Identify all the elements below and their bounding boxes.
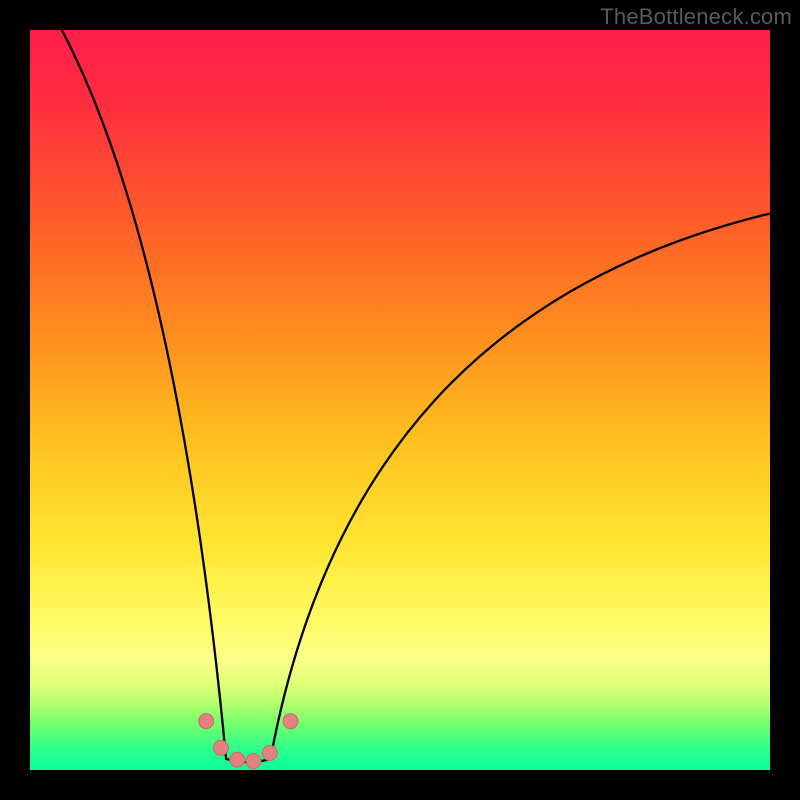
trough-marker: [246, 754, 261, 769]
trough-marker: [230, 752, 245, 767]
chart-background-gradient: [30, 30, 770, 770]
trough-marker: [262, 745, 277, 760]
bottleneck-chart: [0, 0, 800, 800]
watermark-text: TheBottleneck.com: [600, 4, 792, 30]
trough-marker: [213, 740, 228, 755]
trough-marker: [199, 714, 214, 729]
chart-stage: TheBottleneck.com: [0, 0, 800, 800]
trough-marker: [283, 714, 298, 729]
